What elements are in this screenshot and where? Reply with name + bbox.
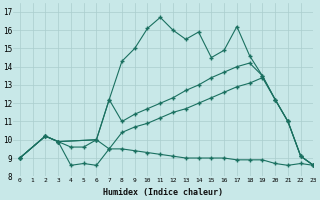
X-axis label: Humidex (Indice chaleur): Humidex (Indice chaleur) bbox=[103, 188, 223, 197]
